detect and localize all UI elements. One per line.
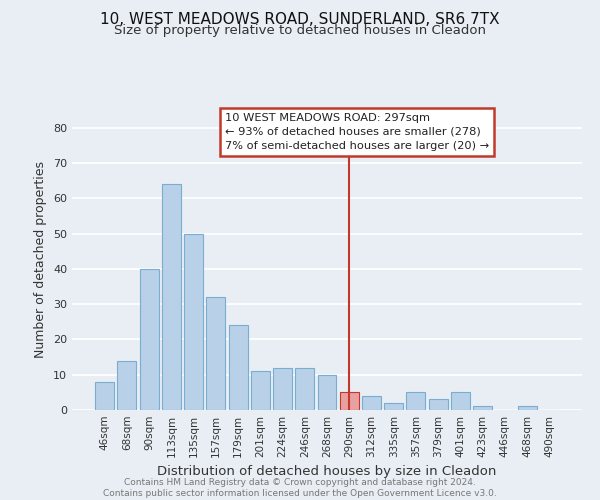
Text: 10 WEST MEADOWS ROAD: 297sqm
← 93% of detached houses are smaller (278)
7% of se: 10 WEST MEADOWS ROAD: 297sqm ← 93% of de… — [225, 113, 489, 151]
Y-axis label: Number of detached properties: Number of detached properties — [34, 162, 47, 358]
Bar — [473, 406, 492, 410]
Bar — [162, 184, 181, 410]
Bar — [406, 392, 425, 410]
Bar — [317, 374, 337, 410]
Text: 10, WEST MEADOWS ROAD, SUNDERLAND, SR6 7TX: 10, WEST MEADOWS ROAD, SUNDERLAND, SR6 7… — [100, 12, 500, 28]
Bar — [206, 297, 225, 410]
Bar — [340, 392, 359, 410]
Text: Size of property relative to detached houses in Cleadon: Size of property relative to detached ho… — [114, 24, 486, 37]
Bar — [184, 234, 203, 410]
Bar — [273, 368, 292, 410]
Bar — [384, 403, 403, 410]
Bar — [95, 382, 114, 410]
Bar — [518, 406, 536, 410]
Bar — [295, 368, 314, 410]
Bar — [251, 371, 270, 410]
Bar — [229, 326, 248, 410]
Bar — [429, 400, 448, 410]
X-axis label: Distribution of detached houses by size in Cleadon: Distribution of detached houses by size … — [157, 466, 497, 478]
Bar — [118, 360, 136, 410]
Bar — [362, 396, 381, 410]
Bar — [140, 269, 158, 410]
Bar — [451, 392, 470, 410]
Text: Contains HM Land Registry data © Crown copyright and database right 2024.
Contai: Contains HM Land Registry data © Crown c… — [103, 478, 497, 498]
